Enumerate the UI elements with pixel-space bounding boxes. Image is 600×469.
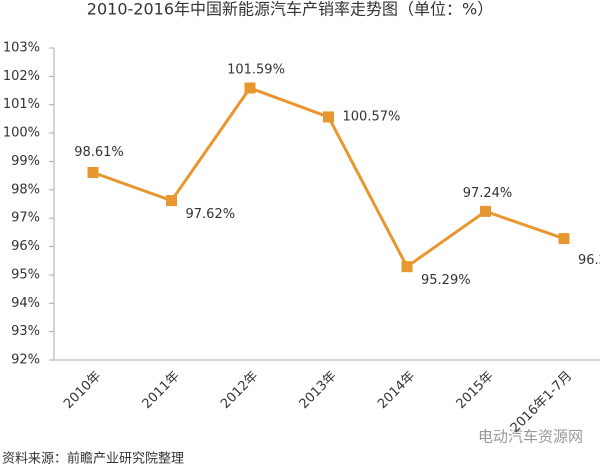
point-marker — [244, 82, 256, 94]
point-marker — [480, 205, 491, 217]
y-tick-label: 100% — [3, 126, 40, 141]
x-tick-label: 2011年 — [140, 369, 183, 412]
source-note: 资料来源：前瞻产业研究院整理 — [2, 451, 184, 467]
data-label: 100.57% — [343, 109, 401, 124]
point-marker — [323, 111, 334, 123]
chart-title: 2010-2016年中国新能源汽车产销率走势图（单位：%） — [87, 0, 493, 19]
data-label: 101.59% — [227, 62, 285, 77]
y-tick-label: 102% — [3, 69, 40, 84]
y-tick-label: 101% — [3, 97, 40, 112]
y-tick-label: 97% — [11, 211, 40, 226]
data-label: 95.29% — [421, 273, 471, 288]
x-tick-label: 2014年 — [375, 369, 418, 412]
y-tick-label: 98% — [11, 182, 40, 197]
data-label: 97.24% — [463, 186, 513, 201]
y-tick-label: 96% — [11, 239, 40, 254]
x-tick-label: 2013年 — [297, 369, 340, 412]
x-tick-label: 2016年1-7月 — [508, 369, 575, 436]
y-tick-label: 94% — [11, 296, 40, 311]
point-marker — [166, 195, 177, 207]
point-marker — [558, 233, 570, 245]
y-tick-label: 92% — [11, 353, 40, 368]
y-tick-label: 103% — [3, 41, 40, 56]
data-label: 98.61% — [74, 145, 124, 160]
watermark: 电动汽车资源网 — [478, 428, 583, 446]
x-tick-label: 2015年 — [454, 369, 497, 412]
y-tick-label: 95% — [11, 267, 40, 282]
x-tick-label: 2012年 — [218, 369, 261, 412]
data-label: 96.28% — [578, 253, 600, 268]
y-tick-label: 93% — [11, 324, 40, 339]
point-marker — [401, 261, 413, 273]
x-tick-label: 2010年 — [61, 369, 104, 412]
point-marker — [87, 167, 99, 179]
y-tick-label: 99% — [11, 154, 40, 169]
data-label: 97.62% — [186, 207, 236, 222]
